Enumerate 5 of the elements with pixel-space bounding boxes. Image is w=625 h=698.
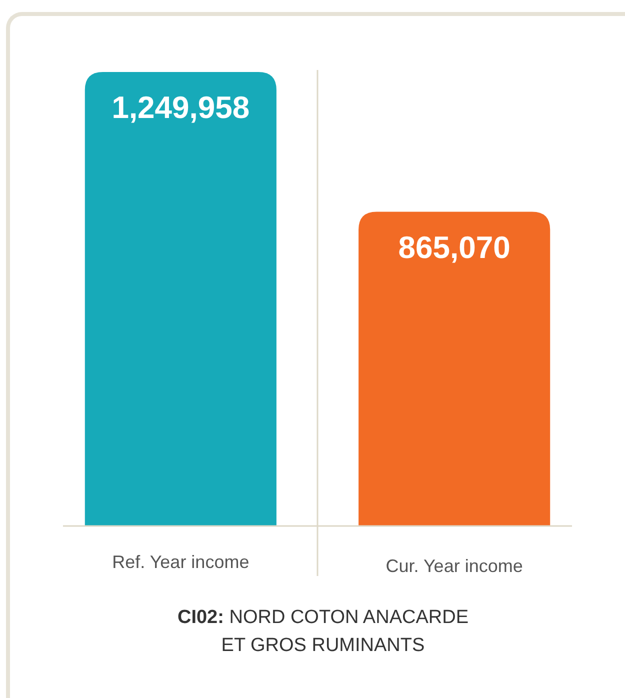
x-tick-label: Cur. Year income	[386, 556, 523, 576]
text: CI02: NORD COTON ANACARDE ET GROS RUMINANTS	[177, 607, 469, 656]
data-label: 1,249,958	[112, 90, 250, 125]
data-label: 865,070	[398, 230, 510, 265]
x-tick-label: Ref. Year income	[112, 552, 250, 572]
